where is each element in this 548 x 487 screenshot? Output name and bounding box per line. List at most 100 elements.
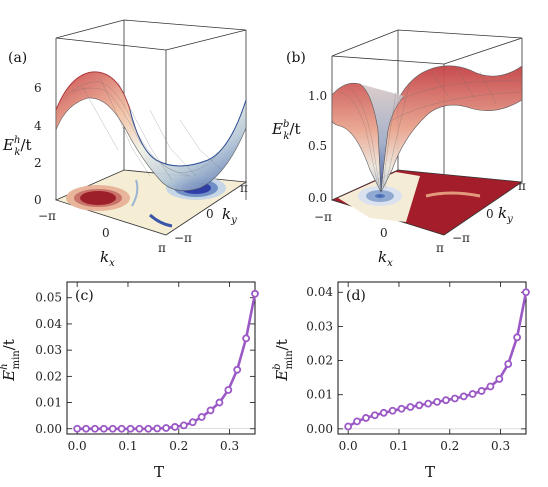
panel-b-ztick: 0.5 — [308, 139, 327, 153]
panel-c-data-point — [188, 418, 197, 427]
panel-a-x-ticks: −π 0 π — [38, 209, 166, 255]
panel-d-data-point — [486, 382, 495, 391]
panel-c-ytick-label: 0.04 — [35, 317, 62, 331]
panel-c-xlabel: T — [154, 463, 164, 481]
panel-b-tag: (b) — [286, 50, 306, 66]
panel-d-data-point — [397, 404, 406, 413]
panel-d-series-line — [347, 291, 528, 428]
panel-a-tag: (a) — [8, 50, 27, 66]
panel-a-y-ticks: π 0 −π — [174, 181, 248, 245]
panel-b-ztick: 1.0 — [308, 89, 327, 103]
panel-b-y-ticks: π 0 −π — [452, 179, 526, 245]
panel-c-data-point — [251, 289, 259, 298]
panel-c: 0.0 0.1 0.2 0.3 0.00 0.01 0.02 0.03 0.04 0.05 (c… — [0, 281, 259, 481]
panel-c-data-point — [126, 424, 135, 433]
panel-d-xtick-label: 0.0 — [339, 439, 358, 453]
panel-a-z-ticks: 6 4 2 0 — [34, 81, 42, 207]
panel-c-ytick-label: 0.05 — [35, 291, 62, 305]
panel-d-tag: (d) — [346, 288, 366, 304]
panel-d-data-point — [522, 288, 530, 297]
panel-c-xtick-label: 0.1 — [118, 439, 137, 453]
panel-b-xtick: 0 — [380, 226, 388, 240]
panel-c-points — [73, 289, 259, 433]
panel-c-y-ticks: 0.00 0.01 0.02 0.03 0.04 0.05 — [35, 291, 255, 436]
panel-d-ytick-label: 0.04 — [306, 285, 333, 299]
panel-c-tag: (c) — [75, 288, 94, 304]
panel-d-data-point — [362, 414, 370, 422]
panel-d-data-point — [424, 399, 433, 408]
panel-d-xtick-label: 0.3 — [491, 439, 510, 453]
panel-d-ytick-label: 0.03 — [306, 319, 333, 333]
panel-d-xtick-label: 0.2 — [440, 439, 459, 453]
panel-b-ytick: π — [518, 179, 526, 193]
panel-d-data-point — [495, 375, 504, 383]
panel-a-xtick: 0 — [102, 226, 110, 240]
panel-a-ytick: −π — [174, 231, 192, 245]
panel-c-data-point — [82, 424, 90, 433]
panel-a-ztick: 4 — [34, 119, 42, 133]
panel-a-ztick: 2 — [34, 156, 42, 170]
panel-c-data-point — [206, 406, 215, 415]
panel-c-data-point — [242, 334, 251, 343]
panel-c-data-point — [144, 424, 153, 433]
panel-d-data-point — [459, 392, 468, 401]
panel-d-y-ticks: 0.00 0.01 0.02 0.03 0.04 — [306, 285, 526, 436]
panel-d-ylabel: Ebmin/t — [272, 339, 295, 382]
panel-c-data-point — [197, 413, 206, 421]
panel-b-contour-floor — [330, 169, 524, 236]
panel-c-data-point — [108, 424, 117, 433]
panel-d-data-point — [468, 390, 477, 398]
panel-b-ytick: −π — [452, 231, 470, 245]
panel-b-ztick: 0.0 — [308, 191, 327, 205]
panel-c-data-point — [117, 424, 126, 433]
panel-d-ytick-label: 0.02 — [306, 354, 333, 368]
panel-a-surface — [55, 71, 247, 191]
panel-c-ytick-label: 0.00 — [35, 422, 62, 436]
panel-c-data-point — [171, 423, 179, 431]
panel-d-frame — [337, 281, 527, 435]
panel-d-data-point — [344, 422, 353, 431]
panel-d-ytick-label: 0.01 — [306, 388, 333, 402]
panel-d-points — [344, 288, 530, 431]
panel-d-data-point — [477, 387, 486, 395]
panel-c-data-point — [153, 424, 162, 433]
panel-c-xtick-label: 0.0 — [68, 439, 87, 453]
panel-b-surface — [331, 65, 523, 193]
panel-b-xtick: −π — [314, 210, 332, 224]
panel-a-ztick: 6 — [34, 81, 42, 95]
panel-b-z-ticks: 1.0 0.5 0.0 — [308, 89, 327, 205]
panel-c-ylabel: Ehmin/t — [0, 339, 22, 382]
panel-c-data-point — [215, 398, 224, 407]
panel-d-x-ticks: 0.0 0.1 0.2 0.3 — [339, 282, 510, 453]
panel-d-data-point — [379, 408, 388, 417]
panel-d-data-point — [442, 396, 450, 405]
panel-a: 6 4 2 0 Eh k/t −π 0 π π 0 −π kx ky (a) — [2, 19, 248, 269]
panel-a-xtick: −π — [38, 209, 56, 223]
panel-a-xlabel: kx — [100, 248, 115, 269]
panel-d-ytick-label: 0.00 — [306, 422, 333, 436]
panel-c-data-point — [91, 424, 99, 433]
panel-d-data-point — [370, 411, 379, 420]
panel-d: 0.0 0.1 0.2 0.3 0.000.010.020.030.04 (d) T … — [272, 281, 530, 481]
panel-a-ytick: π — [240, 181, 248, 195]
panel-a-zlabel: Eh k/t — [2, 135, 32, 158]
panel-a-ylabel: ky — [222, 205, 237, 226]
panel-a-contour-floor — [54, 169, 248, 236]
panel-d-data-point — [353, 417, 361, 426]
panel-b-xlabel: kx — [378, 248, 393, 269]
panel-a-ztick: 0 — [34, 193, 42, 207]
panel-d-data-point — [388, 406, 397, 415]
panel-a-xtick: π — [158, 241, 166, 255]
panel-b-xtick: π — [436, 241, 444, 255]
panel-a-ytick: 0 — [206, 207, 214, 221]
panel-c-xtick-label: 0.3 — [220, 439, 239, 453]
panel-b-x-ticks: −π 0 π — [314, 210, 444, 255]
panel-c-data-point — [99, 424, 108, 433]
panel-b-ytick: 0 — [486, 207, 494, 221]
panel-c-data-point — [135, 424, 144, 433]
panel-d-xlabel: T — [425, 463, 435, 481]
panel-d-data-point — [513, 333, 522, 342]
panel-c-data-point — [162, 424, 170, 432]
panel-d-data-point — [504, 360, 513, 368]
